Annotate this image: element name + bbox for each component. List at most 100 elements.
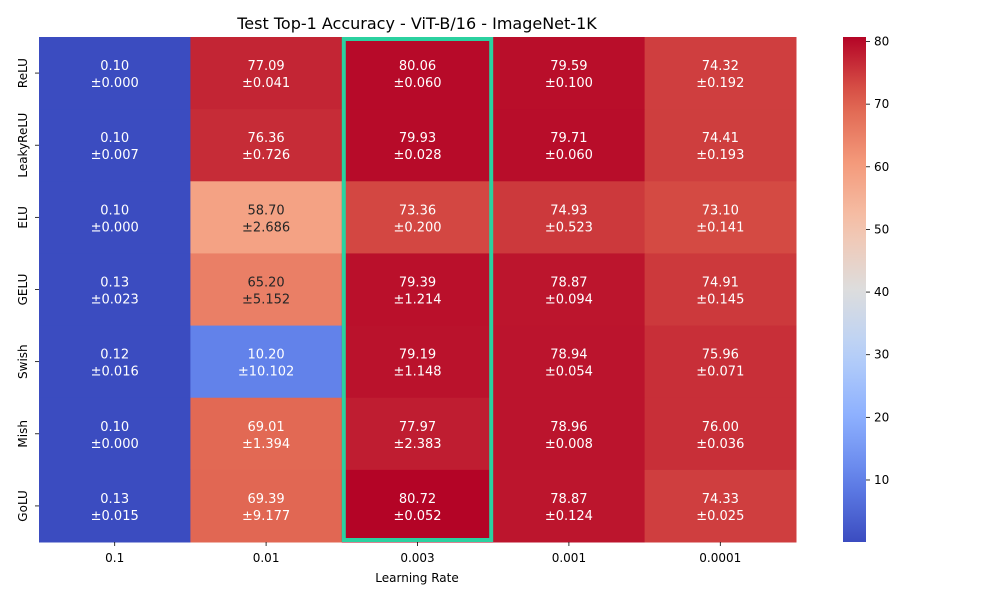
cell-std-label: ±0.052 [393,509,441,524]
cell-std-label: ±0.015 [91,509,139,524]
cell-std-label: ±10.102 [238,365,294,380]
cell-std-label: ±0.028 [393,148,441,163]
cell-value-label: 78.96 [550,420,587,435]
cell-value-label: 79.93 [399,131,436,146]
cell-value-label: 74.93 [550,203,587,218]
cell-std-label: ±5.152 [242,293,290,308]
y-tick-label: LeakyReLU [16,113,30,178]
heatmap-cell [190,253,343,327]
cell-value-label: 74.41 [702,131,739,146]
heatmap-cell [493,397,646,471]
heatmap-cell [190,37,343,110]
heatmap-cell [493,37,646,110]
cell-std-label: ±0.008 [545,437,593,452]
heatmap-cell [493,181,646,254]
heatmap-cell-labels: 0.10 ±0.000 77.09 ±0.041 80.06 ±0.060 79.59 ±0.… [91,59,745,524]
cell-std-label: ±0.054 [545,365,593,380]
cell-value-label: 75.96 [702,348,739,363]
heatmap-cell [644,37,797,110]
heatmap-cell [341,109,494,182]
heatmap-cell [341,37,494,110]
cell-std-label: ±0.145 [696,293,744,308]
highlight-box-group [341,37,494,542]
chart-title: Test Top-1 Accuracy - ViT-B/16 - ImageNe… [236,14,597,33]
cell-value-label: 79.39 [399,276,436,291]
cell-std-label: ±0.060 [545,148,593,163]
cell-std-label: ±1.148 [393,365,441,380]
heatmap-cell [493,325,646,399]
cell-value-label: 73.10 [702,203,739,218]
cell-value-label: 78.87 [550,492,587,507]
cell-std-label: ±0.100 [545,76,593,91]
x-tick-label: 0.01 [253,551,280,565]
cell-std-label: ±0.141 [696,220,744,235]
cell-value-label: 10.20 [247,348,284,363]
cell-value-label: 80.72 [399,492,436,507]
heatmap-cell [341,253,494,327]
heatmap-cell [493,469,646,543]
heatmap-cell [341,181,494,254]
colorbar-tick-label: 10 [874,473,889,487]
cell-value-label: 74.91 [702,276,739,291]
cell-value-label: 73.36 [399,203,436,218]
cell-std-label: ±0.192 [696,76,744,91]
cell-std-label: ±0.200 [393,220,441,235]
cell-value-label: 79.59 [550,59,587,74]
cell-std-label: ±0.124 [545,509,593,524]
x-tick-label: 0.1 [105,551,124,565]
heatmap-cell [644,325,797,399]
cell-std-label: ±0.000 [91,220,139,235]
y-tick-label: GELU [16,274,30,306]
cell-value-label: 74.33 [702,492,739,507]
heatmap-cell [644,469,797,543]
heatmap-cell [644,181,797,254]
heatmap-cell [190,397,343,471]
cell-std-label: ±1.214 [393,293,441,308]
heatmap-cell [190,325,343,399]
cell-value-label: 0.10 [100,203,129,218]
cell-std-label: ±0.094 [545,293,593,308]
cell-value-label: 77.09 [247,59,284,74]
cell-std-label: ±0.193 [696,148,744,163]
colorbar-tick-label: 50 [874,222,889,236]
cell-std-label: ±0.071 [696,365,744,380]
x-tick-label: 0.001 [552,551,586,565]
colorbar-tick-label: 20 [874,410,889,424]
y-tick-label: GoLU [16,490,30,522]
heatmap-cell [341,469,494,543]
x-tick-label: 0.003 [400,551,434,565]
heatmap-cell [39,181,191,254]
cell-std-label: ±0.000 [91,76,139,91]
cell-value-label: 69.39 [247,492,284,507]
heatmap-cell [39,37,191,110]
highlight-box [341,37,494,542]
cell-value-label: 78.94 [550,348,587,363]
colorbar [843,37,866,542]
colorbar-tick-label: 60 [874,160,889,174]
colorbar-tick-label: 70 [874,97,889,111]
cell-value-label: 77.97 [399,420,436,435]
cell-std-label: ±0.060 [393,76,441,91]
cell-value-label: 79.19 [399,348,436,363]
x-axis-ticks: 0.1 0.01 0.003 0.001 0.0001 [105,542,741,565]
cell-std-label: ±2.383 [393,437,441,452]
cell-value-label: 0.13 [100,276,129,291]
heatmap-cell [39,469,191,543]
cell-std-label: ±0.023 [91,293,139,308]
cell-value-label: 0.10 [100,420,129,435]
cell-value-label: 76.00 [702,420,739,435]
heatmap-cell [493,109,646,182]
x-tick-label: 0.0001 [699,551,741,565]
heatmap-cells [39,37,797,543]
cell-value-label: 0.10 [100,59,129,74]
y-tick-label: ELU [16,206,30,228]
colorbar-tick-label: 80 [874,35,889,49]
heatmap-cell [39,397,191,471]
cell-value-label: 78.87 [550,276,587,291]
cell-value-label: 65.20 [247,276,284,291]
heatmap-cell [190,181,343,254]
heatmap-cell [190,469,343,543]
cell-std-label: ±0.726 [242,148,290,163]
heatmap-cell [341,325,494,399]
heatmap-cell [493,253,646,327]
